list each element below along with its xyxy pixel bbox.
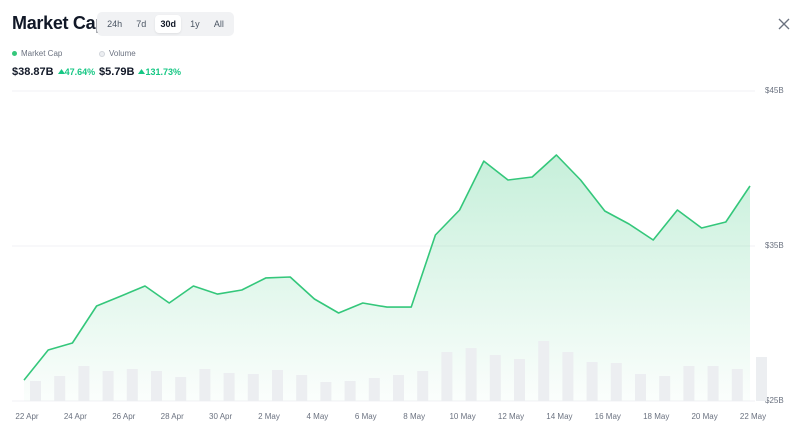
- x-tick-label: 30 Apr: [209, 412, 232, 421]
- change-text: 131.73%: [145, 67, 182, 77]
- range-button[interactable]: 24h: [107, 19, 123, 29]
- volume-bar: [393, 375, 404, 401]
- x-tick-label: 12 May: [498, 412, 524, 421]
- volume-bar: [707, 365, 719, 401]
- y-tick-label: $35B: [765, 241, 784, 250]
- volume-bar: [562, 352, 574, 401]
- summary: $5.79B 131.73%: [99, 66, 181, 78]
- volume-bar: [223, 372, 235, 401]
- volume-bar: [296, 375, 308, 401]
- volume-bar: [635, 374, 646, 401]
- volume-bar: [54, 376, 66, 401]
- volume-bar: [756, 357, 767, 401]
- volume-bar: [586, 362, 598, 401]
- market-cap-line: [23, 154, 751, 381]
- x-tick-label: 2 May: [258, 412, 280, 421]
- summary-value: $5.79B: [99, 66, 135, 78]
- up-arrow: [138, 69, 146, 74]
- volume-bar: [199, 369, 211, 401]
- volume-bar: [344, 381, 356, 401]
- title: Market Cap: [12, 13, 107, 33]
- x-tick-label: 18 May: [643, 412, 669, 421]
- range-selector: 24h 7d 30d 1y All: [97, 12, 234, 36]
- summary-change: 131.73%: [138, 67, 181, 77]
- x-tick-label: 26 Apr: [112, 412, 135, 421]
- volume-bar: [126, 369, 138, 401]
- close-button[interactable]: [777, 17, 791, 31]
- volume-bar: [417, 371, 429, 401]
- range-button[interactable]: 7d: [136, 19, 147, 29]
- range-button[interactable]: 1y: [190, 19, 200, 29]
- volume-bar: [30, 381, 41, 401]
- legend-dot: [12, 51, 17, 56]
- volume-bar: [368, 377, 380, 401]
- x-tick-label: 22 May: [740, 412, 766, 421]
- x-tick-label: 20 May: [691, 412, 717, 421]
- range-button[interactable]: All: [213, 19, 224, 29]
- y-tick-label: $25B: [765, 396, 784, 405]
- volume-bar: [151, 371, 162, 401]
- legend-dot: [99, 50, 105, 57]
- x-tick-label: 14 May: [546, 412, 572, 421]
- volume-bar: [78, 365, 90, 401]
- volume-bar: [247, 374, 259, 401]
- volume-bar: [610, 363, 622, 401]
- x-tick-label: 4 May: [307, 412, 329, 421]
- x-tick-label: 22 Apr: [15, 412, 38, 421]
- volume-bar: [514, 359, 525, 401]
- volume-bar: [465, 348, 477, 401]
- volume-bar: [489, 355, 501, 401]
- volume-bar: [175, 377, 187, 401]
- summary-value: $38.87B: [12, 66, 54, 78]
- summary: $38.87B 47.64%: [12, 66, 95, 78]
- x-tick-label: 16 May: [595, 412, 621, 421]
- area: [24, 155, 750, 401]
- x-tick-label: 24 Apr: [64, 412, 87, 421]
- y-tick-label: $45B: [765, 86, 784, 95]
- x-tick-label: 6 May: [355, 412, 377, 421]
- volume-bar: [731, 369, 743, 401]
- volume-bar: [102, 371, 114, 401]
- up-arrow: [57, 69, 65, 74]
- summary-change: 47.64%: [57, 67, 96, 77]
- range-button[interactable]: 30d: [155, 15, 181, 33]
- x-tick-label: 8 May: [403, 412, 425, 421]
- volume-bar: [659, 376, 671, 401]
- legend-label: Volume: [109, 49, 136, 58]
- x-tick-label: 10 May: [449, 412, 475, 421]
- legend-item: Market Cap: [12, 49, 62, 58]
- legend-item: Volume: [99, 49, 136, 58]
- legend-label: Market Cap: [21, 49, 63, 58]
- x-tick-label: 28 Apr: [161, 412, 184, 421]
- volume-bar: [683, 365, 695, 401]
- change-text: 47.64%: [64, 67, 96, 77]
- volume-bar: [320, 382, 332, 401]
- volume-bar: [441, 352, 453, 401]
- volume-bar: [272, 370, 283, 401]
- volume-bar: [538, 341, 550, 401]
